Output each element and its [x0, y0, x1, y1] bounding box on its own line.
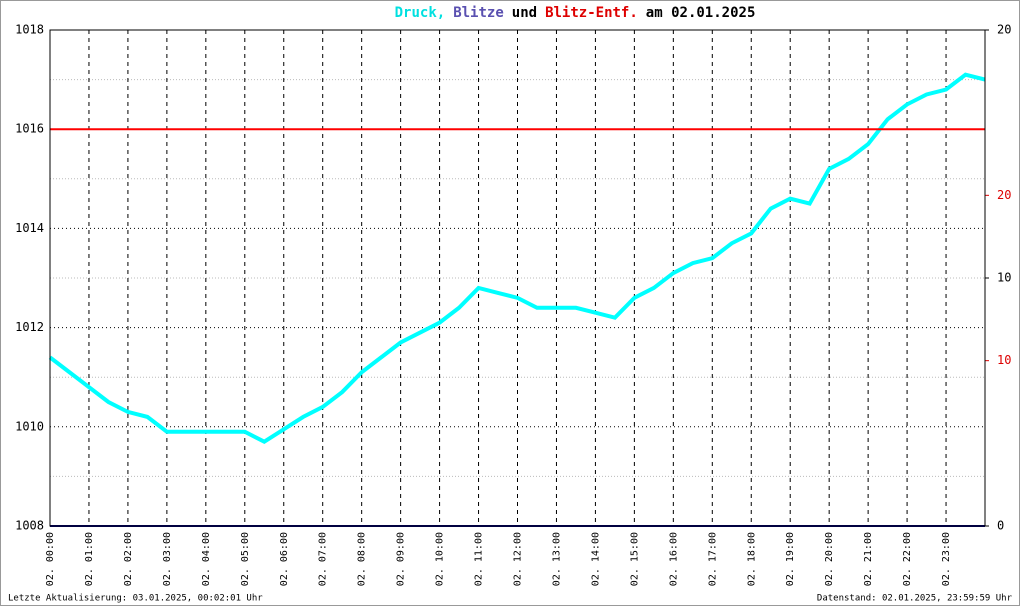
x-tick-label: 02. 04:00	[201, 532, 212, 586]
x-tick-label: 02. 10:00	[435, 532, 446, 586]
x-tick-label: 02. 06:00	[279, 532, 290, 586]
x-tick-label: 02. 13:00	[551, 532, 562, 586]
y-tick-label: 1016	[15, 122, 44, 136]
x-tick-label: 02. 01:00	[84, 532, 95, 586]
y-tick-label: 1008	[15, 519, 44, 533]
x-tick-label: 02. 09:00	[396, 532, 407, 586]
y-tick-label: 1010	[15, 419, 44, 433]
y-tick-label: 1018	[15, 23, 44, 37]
x-tick-label: 02. 11:00	[474, 532, 485, 586]
x-tick-label: 02. 00:00	[45, 532, 56, 586]
chart-title: Druck, Blitze und Blitz-Entf. am 02.01.2025	[395, 5, 756, 21]
x-tick-label: 02. 08:00	[357, 532, 368, 586]
y2-tick-label: 10	[997, 271, 1011, 285]
x-tick-label: 02. 14:00	[590, 532, 601, 586]
title-part: Blitz-Entf.	[545, 5, 638, 21]
x-tick-label: 02. 22:00	[902, 532, 913, 586]
y-tick-label: 1012	[15, 320, 44, 334]
y2-tick-label: 20	[997, 23, 1011, 37]
plot-border	[49, 29, 986, 527]
y3-tick-label: 10	[997, 353, 1011, 367]
x-tick-label: 02. 21:00	[863, 532, 874, 586]
x-tick-label: 02. 15:00	[629, 532, 640, 586]
x-tick-label: 02. 07:00	[318, 532, 329, 586]
x-tick-label: 02. 18:00	[746, 532, 757, 586]
x-tick-label: 02. 16:00	[668, 532, 679, 586]
x-tick-label: 02. 19:00	[785, 532, 796, 586]
footer-left: Letzte Aktualisierung: 03.01.2025, 00:02…	[8, 594, 263, 604]
y-tick-label: 1014	[15, 221, 44, 235]
line-series	[48, 72, 986, 444]
x-tick-label: 02. 17:00	[707, 532, 718, 586]
title-part: Druck,	[395, 5, 446, 21]
x-tick-label: 02. 03:00	[162, 532, 173, 586]
x-tick-label: 02. 12:00	[513, 532, 524, 586]
x-tick-label: 02. 02:00	[123, 532, 134, 586]
x-tick-label: 02. 05:00	[240, 532, 251, 586]
y2-tick-label: 0	[997, 519, 1004, 533]
title-part: und	[512, 5, 537, 21]
x-tick-label: 02. 23:00	[941, 532, 952, 586]
footer-right: Datenstand: 02.01.2025, 23:59:59 Uhr	[817, 594, 1013, 604]
title-part: Blitze	[453, 5, 504, 21]
title-part: am 02.01.2025	[646, 5, 756, 21]
x-tick-label: 02. 20:00	[824, 532, 835, 586]
y3-tick-label: 20	[997, 188, 1011, 202]
